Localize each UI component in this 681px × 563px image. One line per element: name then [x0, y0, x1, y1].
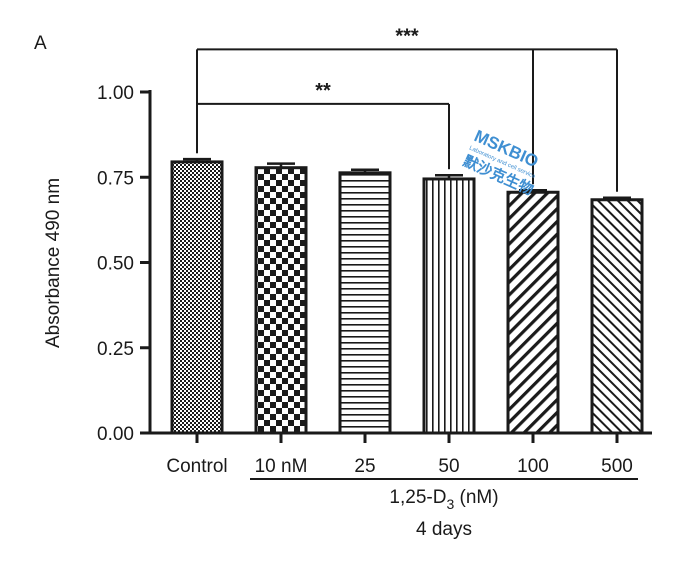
group-label-suffix: (nM)	[454, 487, 498, 508]
y-tick-label: 0.00	[97, 424, 134, 445]
x-axis: Control 10 nM 25 50 100 500	[149, 431, 652, 477]
y-axis: 0.00 0.25 0.50 0.75 1.00	[97, 83, 152, 445]
panel-label: A	[34, 33, 47, 54]
bar	[590, 198, 644, 435]
watermark: MSKBIO Laboratory and cell service 默沙克生物	[460, 126, 541, 199]
significance-brackets: *****	[196, 25, 618, 192]
y-tick-label: 0.50	[97, 254, 134, 275]
bar	[506, 190, 560, 435]
group-label-subscript: 3	[446, 496, 454, 512]
x-tick-label: 500	[601, 456, 633, 477]
y-tick-label: 1.00	[97, 83, 134, 104]
bar	[254, 166, 308, 435]
significance-label: ***	[395, 25, 419, 47]
x-tick-label: 10 nM	[255, 456, 308, 477]
y-tick-label: 0.25	[97, 339, 134, 360]
x-tick-label: Control	[166, 456, 227, 477]
y-axis-title: Absorbance 490 nm	[43, 178, 64, 348]
significance-label: **	[315, 80, 331, 102]
group-label: 1,25-D3 (nM)	[389, 487, 498, 512]
x-tick-label: 100	[517, 456, 549, 477]
group-label-prefix: 1,25-D	[389, 487, 446, 508]
x-axis-title: 4 days	[416, 519, 472, 540]
bar	[338, 171, 392, 435]
y-tick-label: 0.75	[97, 168, 134, 189]
bar	[170, 160, 224, 435]
x-tick-label: 25	[354, 456, 375, 477]
bar	[422, 177, 476, 435]
bars-group	[170, 157, 644, 435]
x-tick-label: 50	[438, 456, 459, 477]
